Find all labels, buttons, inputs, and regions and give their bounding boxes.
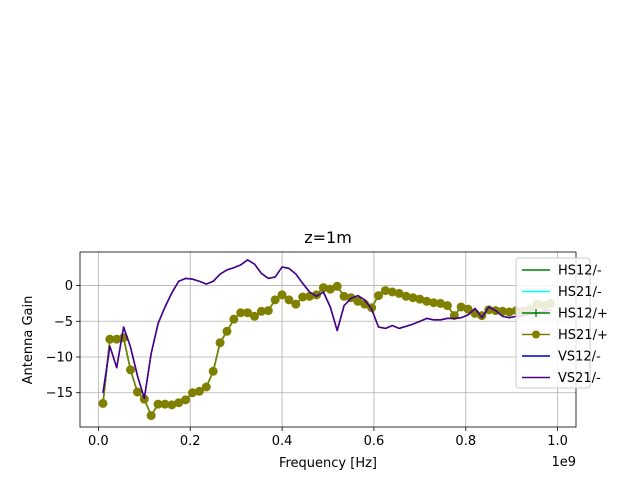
x-tick-label: 0.8 bbox=[455, 434, 476, 449]
x-axis-ticks: 0.0 0.2 0.4 0.6 0.8 1.0 bbox=[88, 427, 568, 449]
chart-title: z=1m bbox=[304, 228, 352, 247]
legend: HS12/- HS21/- HS12/+ HS21/+ VS12/- VS21/- bbox=[515, 257, 608, 389]
legend-marker bbox=[532, 309, 540, 317]
x-tick-label: 0.0 bbox=[88, 434, 109, 449]
data-point-3 bbox=[374, 291, 384, 301]
series-line-5 bbox=[102, 259, 551, 400]
data-point-3 bbox=[270, 295, 280, 305]
data-point-3 bbox=[132, 387, 142, 397]
data-point-3 bbox=[215, 338, 225, 348]
x-tick-label: 0.2 bbox=[180, 434, 201, 449]
legend-marker bbox=[532, 330, 540, 339]
x-tick-label: 1.0 bbox=[547, 434, 568, 449]
x-axis-offset-label: 1e9 bbox=[551, 455, 576, 470]
y-tick-label: −5 bbox=[54, 315, 73, 330]
data-point-3 bbox=[291, 299, 301, 309]
data-point-3 bbox=[250, 311, 260, 321]
data-point-3 bbox=[194, 386, 204, 396]
data-point-3 bbox=[208, 366, 218, 376]
data-point-3 bbox=[181, 395, 191, 405]
data-point-3 bbox=[312, 290, 322, 300]
y-tick-label: −15 bbox=[46, 386, 73, 401]
legend-label: HS12/+ bbox=[558, 307, 608, 322]
data-point-3 bbox=[146, 411, 156, 421]
y-axis-ticks: −15 −10 −5 0 bbox=[46, 279, 80, 401]
data-point-3 bbox=[442, 301, 452, 311]
x-tick-label: 0.4 bbox=[272, 434, 293, 449]
legend-label: VS12/- bbox=[558, 350, 601, 365]
data-point-3 bbox=[222, 326, 232, 336]
legend-label: HS12/- bbox=[558, 264, 602, 279]
data-point-3 bbox=[98, 398, 108, 408]
x-tick-label: 0.6 bbox=[364, 434, 385, 449]
legend-label: HS21/+ bbox=[558, 328, 608, 343]
data-point-3 bbox=[229, 314, 239, 324]
data-point-3 bbox=[126, 365, 136, 375]
data-point-3 bbox=[332, 281, 342, 291]
y-axis-label: Antenna Gain bbox=[21, 296, 36, 385]
y-tick-label: 0 bbox=[65, 279, 73, 294]
data-point-3 bbox=[243, 308, 253, 318]
data-point-3 bbox=[277, 290, 287, 300]
data-point-3 bbox=[201, 382, 211, 392]
data-point-3 bbox=[263, 306, 273, 316]
y-tick-label: −10 bbox=[46, 351, 73, 366]
data-point-3 bbox=[284, 295, 294, 305]
x-axis-label: Frequency [Hz] bbox=[279, 456, 377, 471]
data-point-3 bbox=[463, 304, 473, 314]
legend-label: HS21/- bbox=[558, 285, 602, 300]
legend-label: VS21/- bbox=[558, 371, 601, 386]
